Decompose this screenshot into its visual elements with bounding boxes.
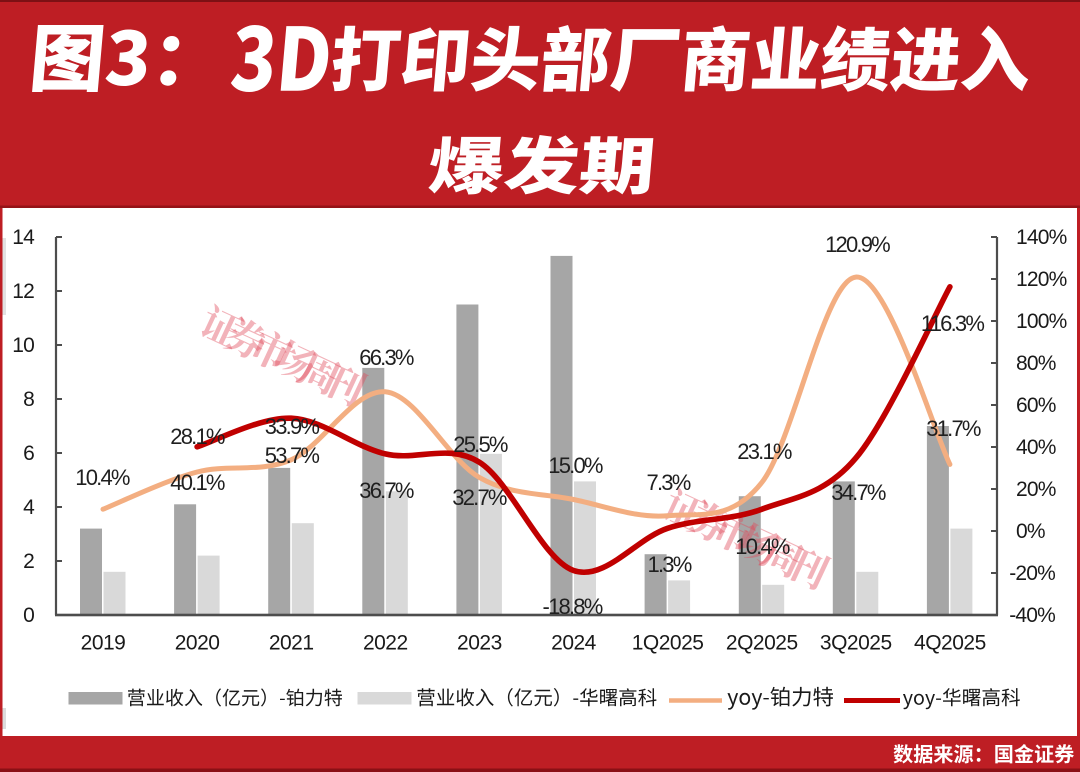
svg-text:28.1%: 28.1% bbox=[170, 424, 225, 449]
svg-text:100%: 100% bbox=[1016, 310, 1067, 333]
svg-text:2Q2025: 2Q2025 bbox=[726, 632, 798, 655]
svg-text:20%: 20% bbox=[1016, 478, 1056, 501]
svg-text:15.0%: 15.0% bbox=[548, 453, 603, 478]
svg-text:0: 0 bbox=[23, 604, 34, 627]
svg-text:10.4%: 10.4% bbox=[75, 465, 130, 490]
svg-text:3Q2025: 3Q2025 bbox=[820, 632, 892, 655]
svg-text:14: 14 bbox=[12, 226, 35, 249]
svg-text:40%: 40% bbox=[1016, 436, 1056, 459]
svg-text:2023: 2023 bbox=[457, 632, 502, 655]
svg-text:6: 6 bbox=[23, 442, 34, 465]
svg-text:7.3%: 7.3% bbox=[647, 470, 691, 495]
svg-text:1Q2025: 1Q2025 bbox=[632, 632, 704, 655]
svg-text:60%: 60% bbox=[1016, 394, 1056, 417]
svg-text:2019: 2019 bbox=[81, 632, 126, 655]
svg-text:2024: 2024 bbox=[551, 632, 597, 655]
svg-text:23.1%: 23.1% bbox=[737, 439, 792, 464]
svg-text:36.7%: 36.7% bbox=[359, 478, 414, 503]
svg-text:80%: 80% bbox=[1016, 352, 1056, 375]
svg-text:10: 10 bbox=[12, 334, 34, 357]
svg-text:-18.8%: -18.8% bbox=[543, 594, 603, 619]
svg-text:2022: 2022 bbox=[363, 632, 408, 655]
svg-text:2: 2 bbox=[23, 550, 34, 573]
svg-text:4Q2025: 4Q2025 bbox=[914, 632, 986, 655]
svg-text:34.7%: 34.7% bbox=[831, 480, 886, 505]
svg-text:-40%: -40% bbox=[1009, 604, 1055, 627]
svg-text:2020: 2020 bbox=[175, 632, 220, 655]
svg-text:33.9%: 33.9% bbox=[265, 414, 320, 439]
svg-text:25.5%: 25.5% bbox=[453, 432, 508, 457]
svg-text:120.9%: 120.9% bbox=[825, 232, 890, 257]
svg-text:4: 4 bbox=[23, 496, 35, 519]
svg-text:53.7%: 53.7% bbox=[265, 443, 320, 468]
svg-text:140%: 140% bbox=[1016, 226, 1067, 249]
svg-text:66.3%: 66.3% bbox=[359, 345, 414, 370]
svg-text:8: 8 bbox=[23, 388, 34, 411]
svg-text:40.1%: 40.1% bbox=[170, 470, 225, 495]
svg-text:12: 12 bbox=[12, 280, 34, 303]
svg-text:120%: 120% bbox=[1016, 268, 1067, 291]
svg-text:1.3%: 1.3% bbox=[648, 552, 692, 577]
svg-text:2021: 2021 bbox=[269, 632, 314, 655]
svg-text:32.7%: 32.7% bbox=[452, 485, 507, 510]
svg-text:116.3%: 116.3% bbox=[921, 311, 984, 336]
svg-text:0%: 0% bbox=[1016, 520, 1045, 543]
svg-text:31.7%: 31.7% bbox=[926, 416, 981, 441]
svg-text:-20%: -20% bbox=[1009, 562, 1055, 585]
svg-text:10.4%: 10.4% bbox=[735, 534, 790, 559]
